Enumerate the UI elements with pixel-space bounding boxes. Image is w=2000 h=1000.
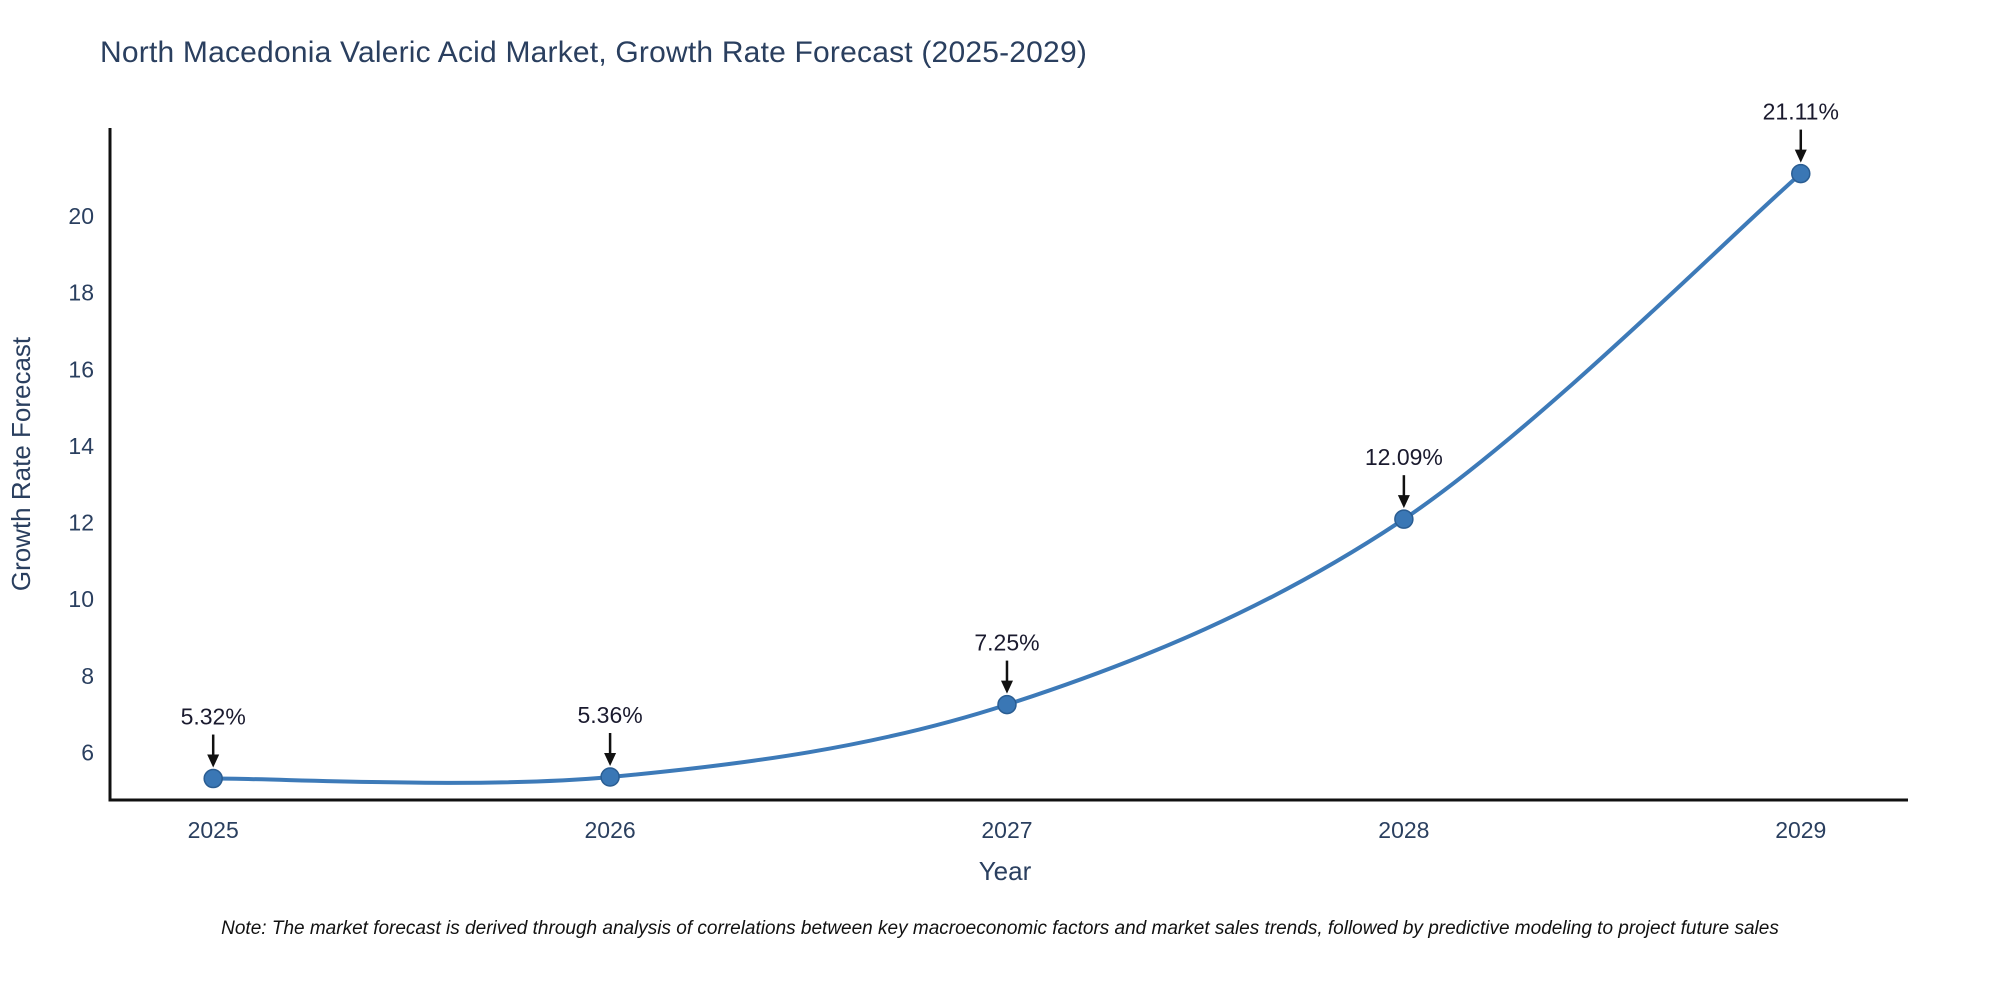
- data-point-marker[interactable]: [600, 767, 620, 787]
- annotation-label: 5.36%: [577, 702, 642, 728]
- x-axis-title: Year: [979, 856, 1032, 886]
- y-tick-label: 16: [68, 356, 94, 382]
- x-tick-label: 2028: [1378, 817, 1429, 843]
- data-point-marker[interactable]: [203, 768, 223, 789]
- y-tick-label: 6: [81, 739, 94, 765]
- chart-note: Note: The market forecast is derived thr…: [221, 918, 1779, 939]
- y-tick-label: 14: [68, 433, 94, 459]
- x-tick-label: 2027: [981, 817, 1032, 843]
- annotation-arrow-head: [604, 753, 617, 767]
- annotation-arrow-head: [1794, 149, 1807, 163]
- annotation-arrow-head: [1000, 680, 1013, 694]
- y-tick-label: 10: [68, 586, 94, 612]
- y-tick-label: 20: [68, 203, 94, 229]
- annotation-label: 7.25%: [974, 630, 1039, 656]
- data-point-marker[interactable]: [1394, 509, 1414, 529]
- annotation-label: 5.32%: [181, 704, 246, 730]
- annotation-label: 21.11%: [1763, 99, 1839, 125]
- annotation-arrow-head: [207, 754, 220, 768]
- x-tick-label: 2029: [1775, 817, 1826, 843]
- y-axis-title: Growth Rate Forecast: [6, 336, 36, 591]
- data-point-marker[interactable]: [997, 694, 1017, 715]
- y-tick-label: 12: [68, 510, 94, 536]
- annotation-label: 12.09%: [1365, 444, 1443, 470]
- annotation-arrow-head: [1397, 495, 1410, 509]
- series-line: [213, 172, 1803, 785]
- x-tick-label: 2025: [188, 817, 239, 843]
- y-tick-label: 18: [68, 280, 94, 306]
- data-point-marker[interactable]: [1791, 163, 1811, 184]
- chart-title: North Macedonia Valeric Acid Market, Gro…: [100, 36, 1088, 69]
- x-tick-label: 2026: [585, 817, 636, 843]
- y-tick-label: 8: [81, 663, 94, 689]
